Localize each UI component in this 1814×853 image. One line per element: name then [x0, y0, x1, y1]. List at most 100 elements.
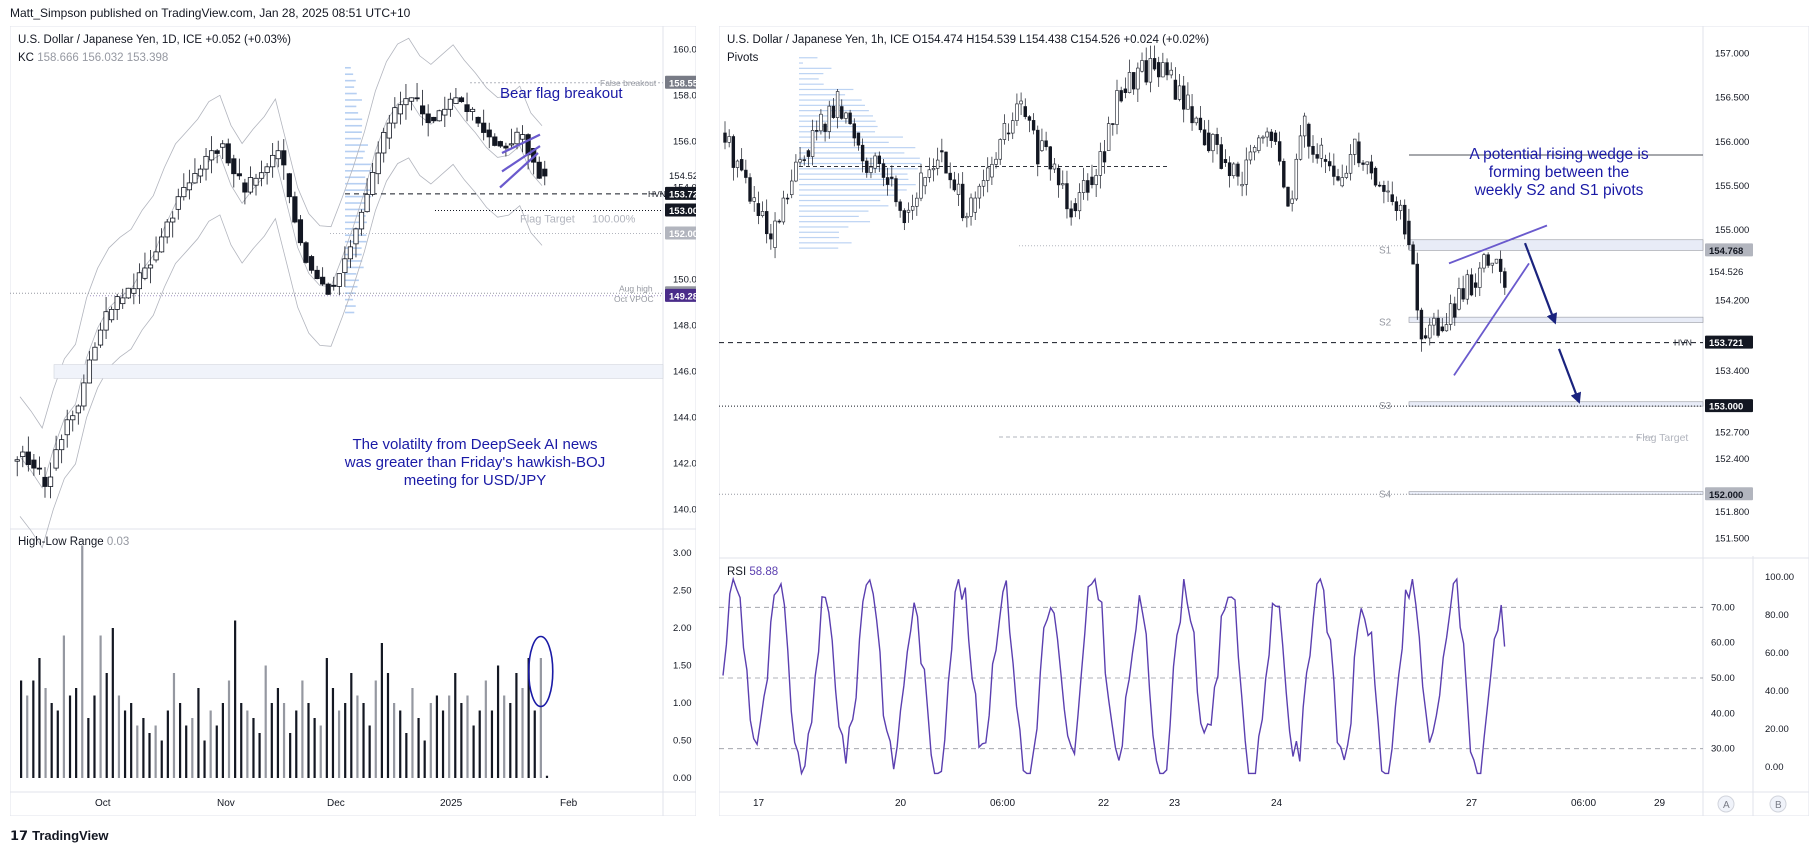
hl-range-bar	[166, 710, 169, 778]
tradingview-brand[interactable]: 𝟭𝟳 TradingView	[10, 828, 108, 844]
rsi-value: 58.88	[749, 566, 779, 578]
candle-body	[781, 197, 786, 223]
hl-range-bar	[441, 710, 445, 778]
candle-body	[810, 130, 815, 157]
price-badge-text: 152.000	[669, 229, 696, 240]
candle-body	[114, 296, 120, 310]
candle-body	[1152, 58, 1157, 70]
right-chart-title: U.S. Dollar / Japanese Yen, 1h, ICE	[727, 34, 910, 46]
candle-body	[806, 150, 811, 157]
candle-body	[1161, 62, 1165, 78]
candle-body	[773, 220, 777, 248]
candle-body	[910, 205, 915, 211]
candle-body	[281, 150, 287, 166]
candle-body	[981, 180, 986, 187]
candle-body	[1115, 90, 1119, 125]
projection-arrow-1	[1523, 242, 1558, 325]
candle-body	[856, 132, 861, 146]
candle-body	[1040, 140, 1044, 151]
candle-body	[902, 210, 907, 224]
candle-body	[86, 359, 93, 384]
candle-body	[1461, 288, 1465, 300]
volume-profile-bar	[345, 285, 358, 288]
rsi-label: RSI	[727, 566, 747, 578]
aug-high-label: Aug high	[619, 283, 653, 293]
hl-range-bar	[160, 740, 163, 778]
candle-body	[877, 155, 881, 164]
volume-profile-bar	[799, 141, 889, 143]
volume-profile-bar	[345, 99, 362, 101]
wedge-line-1: A potential rising wedge is	[1469, 146, 1649, 163]
hl-range-bar	[295, 710, 298, 778]
hl-range-bar	[87, 718, 90, 778]
right-price-tick: 154.200	[1715, 295, 1749, 306]
hl-range-tick: 3.00	[673, 548, 692, 559]
left-chart-title: U.S. Dollar / Japanese Yen, 1D, ICE	[18, 34, 203, 46]
flag-target-label: Flag Target	[520, 214, 575, 226]
right-chart-svg[interactable]: 157.000 156.500 156.000 155.500 155.000 154.2…	[719, 26, 1809, 816]
left-price-tick: 156.000	[673, 137, 696, 148]
hl-range-bar	[448, 695, 451, 778]
left-chart-panel[interactable]: 160.000158.000156.000154.000152.000150.0…	[10, 26, 696, 816]
right-chart-panel[interactable]: 157.000 156.500 156.000 155.500 155.000 154.2…	[719, 26, 1809, 816]
candle-body	[1202, 129, 1207, 146]
candle-body	[827, 105, 831, 132]
axis-button-a[interactable]	[1717, 795, 1735, 813]
candle-body	[1048, 146, 1052, 170]
hl-range-bar	[185, 725, 188, 778]
candle-body	[1131, 72, 1136, 90]
axis-button-b[interactable]	[1769, 795, 1787, 813]
candle-body	[1407, 220, 1411, 246]
note-line-2: was greater than Friday's hawkish-BOJ	[344, 454, 606, 471]
candle-body	[977, 185, 982, 199]
candle-body	[170, 217, 176, 223]
hl-range-bar	[276, 688, 280, 778]
candle-body	[53, 449, 59, 469]
volume-profile-bar	[799, 99, 862, 101]
price-badge	[1705, 399, 1753, 413]
price-badge-text: 153.000	[669, 206, 696, 217]
candle-body	[397, 104, 403, 115]
candle-body	[1319, 144, 1324, 159]
candle-body	[765, 211, 769, 235]
candle-body	[744, 169, 748, 178]
volume-profile-bar	[799, 178, 909, 180]
candle-body	[264, 166, 270, 173]
volume-profile-bar	[799, 67, 832, 69]
candle-body	[1302, 115, 1307, 137]
candle-body	[1419, 309, 1424, 340]
volume-profile-bar	[799, 152, 905, 154]
price-badge	[665, 186, 696, 200]
candle-body	[1365, 161, 1369, 165]
candle-body	[1290, 198, 1294, 204]
volume-profile-bar	[799, 78, 819, 80]
volume-profile-bar	[345, 247, 362, 249]
rsi-b-tick: 20.00	[1765, 724, 1789, 735]
candle-body	[486, 129, 492, 138]
hl-range-bar	[215, 725, 218, 778]
candle-body	[1119, 90, 1123, 102]
s1-label: S1	[1379, 245, 1392, 256]
right-chart-ohlc: O154.474 H154.539 L154.438 C154.526 +0.0…	[912, 34, 1210, 46]
right-x-tick: 17	[753, 798, 765, 809]
hl-range-bar	[527, 658, 530, 778]
candle-body	[542, 168, 548, 177]
oct-vpoc-label: Oct VPOC	[614, 294, 654, 304]
candle-body	[1273, 132, 1278, 142]
price-badge-text: 154.526	[669, 171, 696, 182]
candle-body	[497, 141, 503, 147]
hl-range-bar	[221, 703, 224, 778]
candle-body	[1056, 167, 1061, 186]
support-zone	[53, 364, 664, 379]
candle-body	[1340, 177, 1344, 187]
right-price-tick: 156.000	[1715, 137, 1749, 148]
rsi-tick: 70.00	[1711, 602, 1735, 613]
candle-body	[739, 159, 744, 171]
candle-body	[1207, 132, 1211, 152]
hl-range-bar	[545, 775, 549, 778]
price-badge-text: 149.288	[669, 291, 696, 302]
left-chart-svg[interactable]: 160.000158.000156.000154.000152.000150.0…	[10, 26, 696, 816]
volume-profile-bar	[799, 88, 854, 91]
candle-body	[727, 136, 731, 143]
candle-body	[798, 159, 802, 163]
